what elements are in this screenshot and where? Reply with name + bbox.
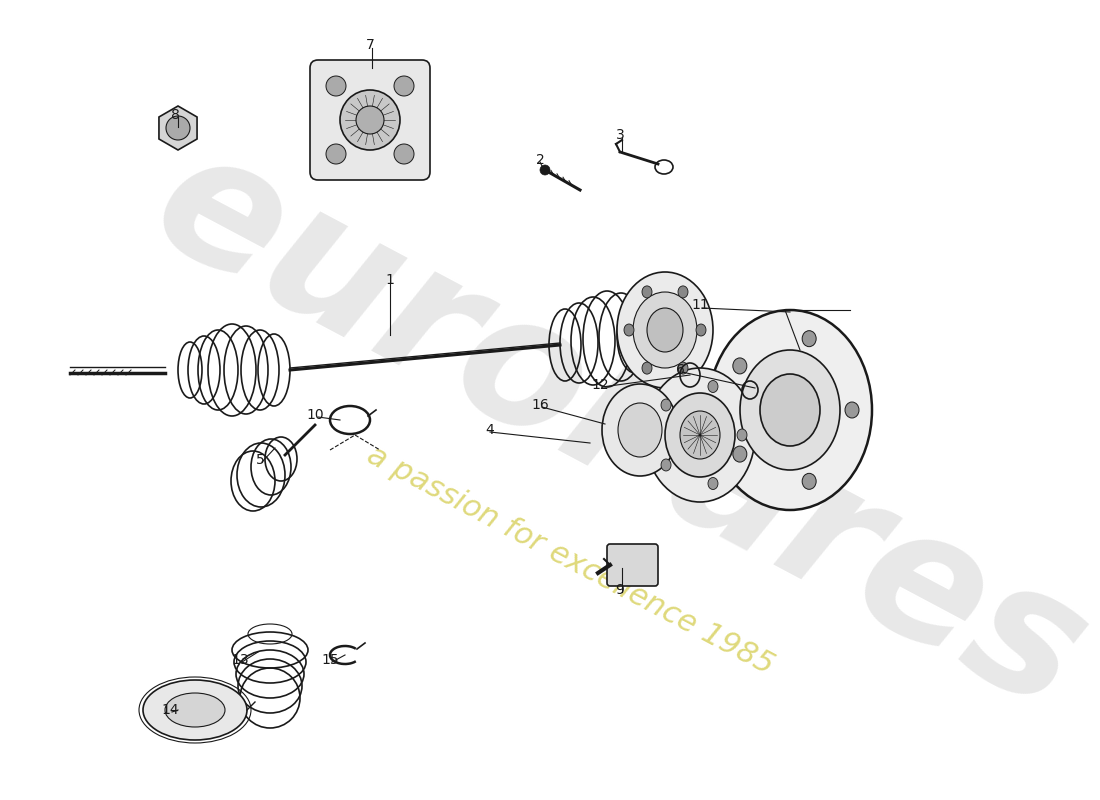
Text: 3: 3 [616,128,625,142]
Text: 5: 5 [255,453,264,467]
Ellipse shape [708,381,718,393]
Ellipse shape [661,399,671,411]
Ellipse shape [166,116,190,140]
Ellipse shape [733,446,747,462]
Ellipse shape [760,374,820,446]
Text: euroPares: euroPares [126,112,1100,748]
FancyBboxPatch shape [310,60,430,180]
Text: 7: 7 [365,38,374,52]
Ellipse shape [340,90,400,150]
Ellipse shape [602,384,678,476]
Ellipse shape [708,478,718,490]
Ellipse shape [326,144,346,164]
Text: 11: 11 [691,298,708,312]
Ellipse shape [540,165,550,175]
Ellipse shape [845,402,859,418]
Text: 15: 15 [321,653,339,667]
Text: a passion for excellence 1985: a passion for excellence 1985 [362,440,779,680]
Text: 9: 9 [616,583,625,597]
Ellipse shape [661,459,671,471]
Ellipse shape [666,393,735,477]
Text: 8: 8 [170,108,179,122]
Ellipse shape [645,368,755,502]
Polygon shape [158,106,197,150]
Ellipse shape [680,411,720,459]
Ellipse shape [618,403,662,457]
Ellipse shape [696,324,706,336]
Ellipse shape [624,324,634,336]
Ellipse shape [708,310,872,510]
Ellipse shape [642,362,652,374]
Ellipse shape [802,474,816,490]
Ellipse shape [678,362,688,374]
Ellipse shape [647,308,683,352]
Text: 14: 14 [162,703,179,717]
Ellipse shape [326,76,346,96]
Text: 1: 1 [386,273,395,287]
Text: 6: 6 [675,363,684,377]
Ellipse shape [740,350,840,470]
Ellipse shape [394,76,414,96]
FancyBboxPatch shape [607,544,658,586]
Ellipse shape [143,680,248,740]
Ellipse shape [642,286,652,298]
Ellipse shape [678,286,688,298]
Ellipse shape [733,358,747,374]
Ellipse shape [617,272,713,388]
Ellipse shape [737,429,747,441]
Text: 13: 13 [231,653,249,667]
Ellipse shape [802,330,816,346]
Ellipse shape [165,693,226,727]
Text: 12: 12 [591,378,608,392]
Text: 4: 4 [485,423,494,437]
Ellipse shape [356,106,384,134]
Ellipse shape [632,292,697,368]
Ellipse shape [394,144,414,164]
Text: 2: 2 [536,153,544,167]
Text: 16: 16 [531,398,549,412]
Text: 10: 10 [306,408,323,422]
